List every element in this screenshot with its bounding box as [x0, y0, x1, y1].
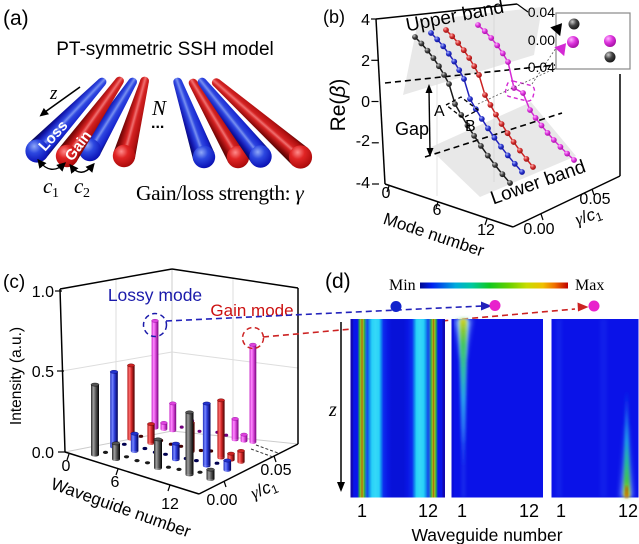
svg-text:A: A — [434, 103, 445, 120]
svg-text:0.04: 0.04 — [528, 4, 555, 20]
svg-text:12: 12 — [161, 496, 179, 513]
svg-text:0: 0 — [382, 185, 391, 202]
svg-text:1: 1 — [556, 501, 566, 521]
svg-text:6: 6 — [433, 202, 442, 219]
svg-text:0.05: 0.05 — [260, 462, 291, 479]
svg-text:...: ... — [151, 115, 164, 132]
svg-text:(c): (c) — [3, 272, 25, 293]
svg-text:Gain mode: Gain mode — [210, 301, 293, 320]
svg-text:1.0: 1.0 — [32, 284, 54, 301]
svg-text:Intensity (a.u.): Intensity (a.u.) — [8, 327, 25, 425]
svg-text:PT-symmetric SSH model: PT-symmetric SSH model — [56, 39, 273, 60]
svg-text:-0.04: -0.04 — [523, 59, 555, 75]
svg-text:z: z — [328, 399, 337, 421]
svg-text:2: 2 — [83, 186, 90, 201]
svg-text:6: 6 — [111, 474, 120, 491]
svg-text:0: 0 — [62, 458, 71, 475]
svg-text:-4: -4 — [356, 175, 370, 192]
svg-text:z: z — [49, 83, 58, 104]
svg-text:(b): (b) — [323, 7, 345, 27]
svg-text:0.00: 0.00 — [523, 221, 554, 238]
svg-text:1: 1 — [357, 501, 367, 521]
svg-text:(a): (a) — [3, 7, 29, 30]
svg-text:Lossy mode: Lossy mode — [108, 285, 202, 305]
svg-text:0.05: 0.05 — [579, 191, 610, 208]
svg-text:0.0: 0.0 — [32, 445, 54, 462]
svg-text:γ/c1: γ/c1 — [248, 475, 281, 505]
svg-text:Re(β): Re(β) — [327, 79, 350, 132]
svg-text:1: 1 — [457, 501, 467, 521]
svg-text:0.00: 0.00 — [206, 492, 237, 509]
svg-text:Min: Min — [389, 277, 416, 294]
svg-text:Gap: Gap — [395, 119, 429, 139]
svg-text:4: 4 — [361, 12, 370, 29]
svg-text:N: N — [151, 96, 167, 120]
svg-text:2: 2 — [361, 53, 370, 70]
svg-text:12: 12 — [519, 501, 539, 521]
svg-text:c: c — [74, 174, 84, 198]
svg-text:1: 1 — [52, 186, 59, 201]
svg-text:0: 0 — [361, 94, 370, 111]
svg-text:12: 12 — [477, 222, 495, 239]
svg-text:c: c — [43, 174, 53, 198]
svg-text:0.5: 0.5 — [32, 364, 54, 381]
svg-text:Max: Max — [575, 277, 604, 294]
svg-text:(d): (d) — [325, 270, 351, 293]
svg-text:Waveguide number: Waveguide number — [411, 525, 562, 544]
svg-text:12: 12 — [418, 501, 438, 521]
svg-text:B: B — [465, 118, 476, 135]
svg-text:0.00: 0.00 — [528, 32, 555, 48]
svg-text:Gain/loss strength: γ: Gain/loss strength: γ — [136, 181, 304, 205]
svg-text:-2: -2 — [356, 133, 370, 150]
svg-text:12: 12 — [618, 501, 638, 521]
